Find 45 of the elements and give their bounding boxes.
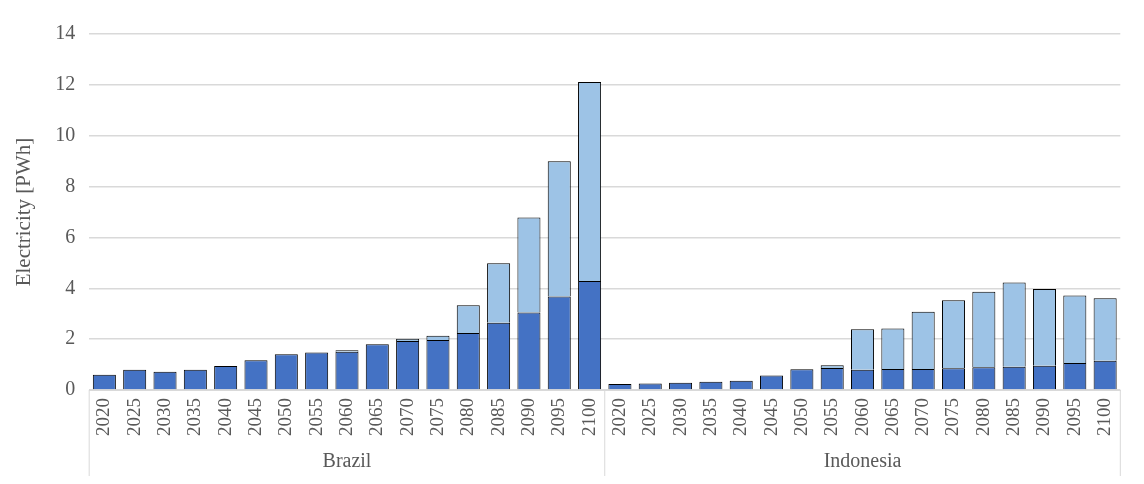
x-tick-label: 2075 [941, 398, 963, 436]
text: Brazil [322, 449, 372, 472]
x-tick-label: 2045 [759, 398, 781, 436]
y-tick-label: 14 [55, 21, 76, 44]
x-tick-label: 2030 [668, 398, 690, 436]
x-tick-label: 2075 [425, 398, 447, 436]
x-tick-label: 2050 [789, 398, 811, 436]
x-tick-label: 2055 [304, 398, 326, 436]
x-tick-label: 2020 [92, 398, 114, 436]
x-tick-label: 2100 [1093, 398, 1115, 436]
x-tick-label: 2025 [638, 398, 660, 436]
x-tick-label: 2035 [183, 398, 205, 436]
x-tick-label: 2065 [880, 398, 902, 436]
x-tick-label: 2070 [911, 398, 933, 436]
x-tick-label: 2095 [1062, 398, 1084, 436]
x-tick-label: 2065 [365, 398, 387, 436]
x-tick-label: 2095 [547, 398, 569, 436]
x-tick-label: 2090 [516, 398, 538, 436]
text: Indonesia [823, 449, 902, 472]
x-tick-label: 2035 [698, 398, 720, 436]
x-tick-label: 2025 [122, 398, 144, 436]
y-tick-label: 12 [55, 72, 76, 95]
x-tick-label: 2070 [395, 398, 417, 436]
y-tick-label: 6 [65, 224, 76, 247]
y-axis-title: Electricity [PWh] [11, 137, 36, 287]
x-tick-label: 2040 [213, 398, 235, 436]
y-tick-label: 8 [65, 173, 76, 196]
x-tick-label: 2080 [971, 398, 993, 436]
x-tick-label: 2050 [274, 398, 296, 436]
x-tick-label: 2060 [334, 398, 356, 436]
x-tick-label: 2055 [820, 398, 842, 436]
x-tick-label: 2085 [486, 398, 508, 436]
x-tick-label: 2040 [729, 398, 751, 436]
y-tick-label: 10 [55, 122, 76, 145]
y-tick-label: 4 [65, 275, 76, 298]
x-tick-label: 2030 [153, 398, 174, 436]
y-tick-label: 0 [65, 377, 76, 400]
y-tick-label: 2 [65, 326, 76, 349]
x-tick-label: 2020 [607, 398, 629, 436]
x-tick-label: 2080 [456, 398, 478, 436]
x-tick-label: 2100 [577, 398, 599, 436]
x-tick-label: 2045 [243, 398, 265, 436]
x-tick-label: 2090 [1032, 398, 1054, 436]
x-tick-label: 2085 [1002, 398, 1024, 436]
x-tick-label: 2060 [850, 398, 872, 436]
